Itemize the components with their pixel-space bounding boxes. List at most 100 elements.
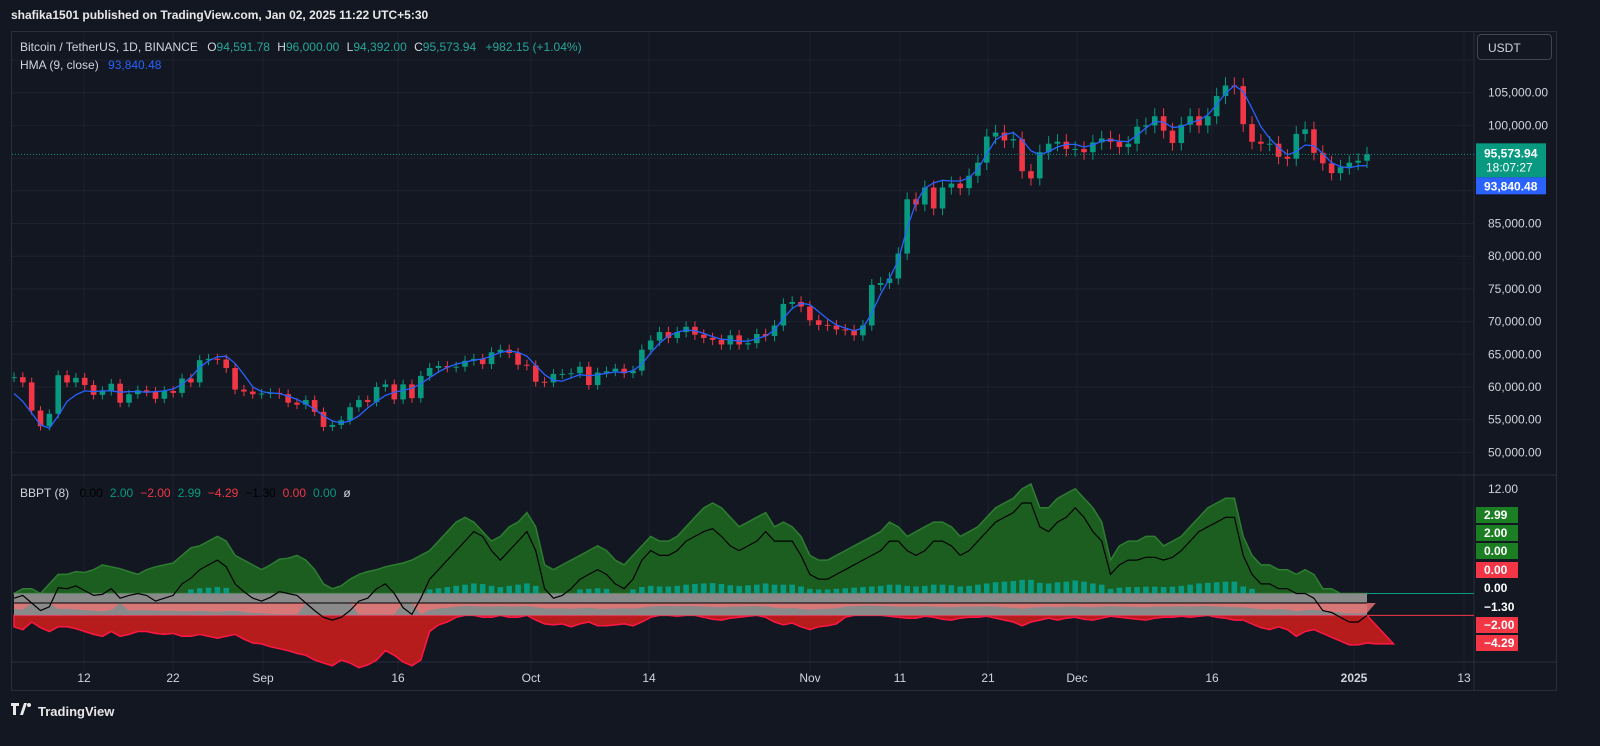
- candle-body: [1319, 152, 1326, 164]
- time-axis-label: 2025: [1341, 671, 1368, 685]
- currency-button[interactable]: USDT: [1477, 34, 1552, 60]
- candle-body: [798, 301, 804, 307]
- bbpt-hist-bar: [1213, 582, 1220, 594]
- candle-body: [1258, 141, 1264, 144]
- candle-body: [1205, 116, 1211, 126]
- bbpt-hist-bar: [1249, 588, 1255, 594]
- bbpt-hist-bar: [789, 584, 795, 594]
- candle-body: [37, 410, 44, 427]
- candle-body: [1010, 139, 1017, 141]
- bbpt-hist-bar: [736, 585, 742, 594]
- indicator-tag-bg: [1476, 525, 1518, 541]
- candle-body: [1045, 143, 1052, 153]
- candle-body: [73, 377, 79, 383]
- change-value: +982.15 (+1.04%): [485, 40, 582, 54]
- candle-body: [241, 389, 247, 392]
- candle-body: [550, 373, 557, 383]
- footer: TradingView: [11, 703, 114, 720]
- candle-body: [1284, 156, 1291, 159]
- candle-body: [400, 384, 406, 400]
- bbpt-hist-bar: [930, 584, 937, 594]
- open-value: 94,591.78: [216, 40, 270, 54]
- candle-body: [683, 326, 689, 333]
- bbpt-value-3: 2.99: [177, 486, 201, 500]
- bbpt-value-4: −4.29: [207, 486, 239, 500]
- bbpt-hist-bar: [1081, 581, 1087, 594]
- candle-body: [515, 352, 521, 365]
- candle-body: [930, 187, 937, 209]
- bbpt-hist-bar: [895, 584, 902, 594]
- bbpt-legend[interactable]: BBPT (8) 0.00 2.00 −2.00 2.99 −4.29 −1.30 0.00…: [20, 486, 351, 500]
- candle-body: [895, 253, 902, 279]
- candle-body: [347, 407, 353, 421]
- bbpt-line: [13, 502, 1368, 623]
- bbpt-hist-bar: [700, 583, 707, 594]
- candle-body: [709, 337, 716, 340]
- candle-body: [462, 360, 468, 367]
- bbpt-hist-bar: [1090, 583, 1096, 594]
- candle-body: [258, 393, 265, 395]
- candle-body: [851, 330, 857, 336]
- candle-body: [842, 329, 849, 331]
- symbol-title[interactable]: Bitcoin / TetherUS, 1D, BINANCE: [20, 40, 198, 54]
- chart-frame[interactable]: 105,000.00 100,000.00 85,000.00 80,000.00 75…: [11, 31, 1557, 691]
- countdown-text: 18:07:27: [1486, 160, 1533, 174]
- bbpt-hist-bar: [718, 584, 725, 594]
- bbpt-value-5: −1.30: [245, 486, 276, 500]
- chart-canvas[interactable]: 105,000.00 100,000.00 85,000.00 80,000.00 75…: [12, 32, 1557, 691]
- bbpt-hist-bar: [1098, 584, 1105, 594]
- bbpt-hist-bar: [948, 585, 955, 594]
- indicator-tag-bg: [1476, 507, 1518, 523]
- candle-body: [1160, 116, 1167, 131]
- candle-body: [1240, 86, 1246, 125]
- price-axis-label: 60,000.00: [1488, 380, 1542, 394]
- candle-body: [179, 378, 185, 393]
- bbpt-hist-bar: [868, 586, 875, 594]
- candle-body: [647, 340, 654, 350]
- footer-brand[interactable]: TradingView: [38, 704, 115, 719]
- bbpt-hist-bar: [1222, 581, 1229, 594]
- bbpt-hist-bar: [674, 585, 681, 594]
- bbpt-hist-bar: [532, 585, 539, 594]
- candle-body: [1037, 152, 1043, 179]
- bbpt-hist-bar: [1054, 582, 1061, 594]
- price-axis-label: 105,000.00: [1488, 86, 1548, 100]
- price-axis-label: 70,000.00: [1488, 315, 1542, 329]
- candle-body: [311, 400, 318, 412]
- bbpt-hist-bar: [771, 584, 778, 594]
- candle-body: [603, 371, 610, 373]
- candle-body: [435, 366, 442, 369]
- candle-body: [665, 332, 672, 338]
- bbpt-hist-bar: [842, 588, 849, 594]
- candle-body: [232, 368, 238, 390]
- bbpt-hist-bar: [594, 588, 601, 594]
- candle-body: [1054, 141, 1061, 144]
- candle-body: [1116, 141, 1123, 147]
- candle-body: [1028, 171, 1034, 179]
- candle-body: [488, 352, 495, 365]
- candle-body: [205, 358, 212, 361]
- price-axis-label: 85,000.00: [1488, 216, 1542, 230]
- indicator-axis-label: 12.00: [1488, 482, 1518, 496]
- bbpt-hist-bar: [1196, 583, 1202, 594]
- candle-body: [196, 360, 203, 383]
- price-axis-label: 75,000.00: [1488, 282, 1542, 296]
- candle-body: [364, 400, 371, 403]
- candle-body: [285, 394, 291, 403]
- price-axis-label: 100,000.00: [1488, 118, 1548, 132]
- bbpt-hist-bar: [435, 588, 442, 594]
- candle-body: [992, 132, 999, 137]
- candle-body: [28, 382, 35, 411]
- candle-body: [170, 390, 176, 393]
- indicator-tag-bg: [1476, 617, 1518, 633]
- bbpt-hist-bar: [479, 584, 486, 594]
- bbpt-hist-bar: [1187, 584, 1193, 594]
- price-axis-label: 55,000.00: [1488, 413, 1542, 427]
- candle-body: [12, 377, 17, 379]
- bbpt-hist-bar: [1125, 587, 1132, 594]
- high-label: H: [277, 40, 286, 54]
- candle-body: [674, 332, 681, 338]
- candle-body: [1151, 116, 1158, 126]
- bbpt-values: 0.00 2.00 −2.00 2.99 −4.29 −1.30 0.00 0.00 ø: [72, 486, 350, 500]
- hma-legend[interactable]: HMA (9, close) 93,840.48: [20, 58, 161, 72]
